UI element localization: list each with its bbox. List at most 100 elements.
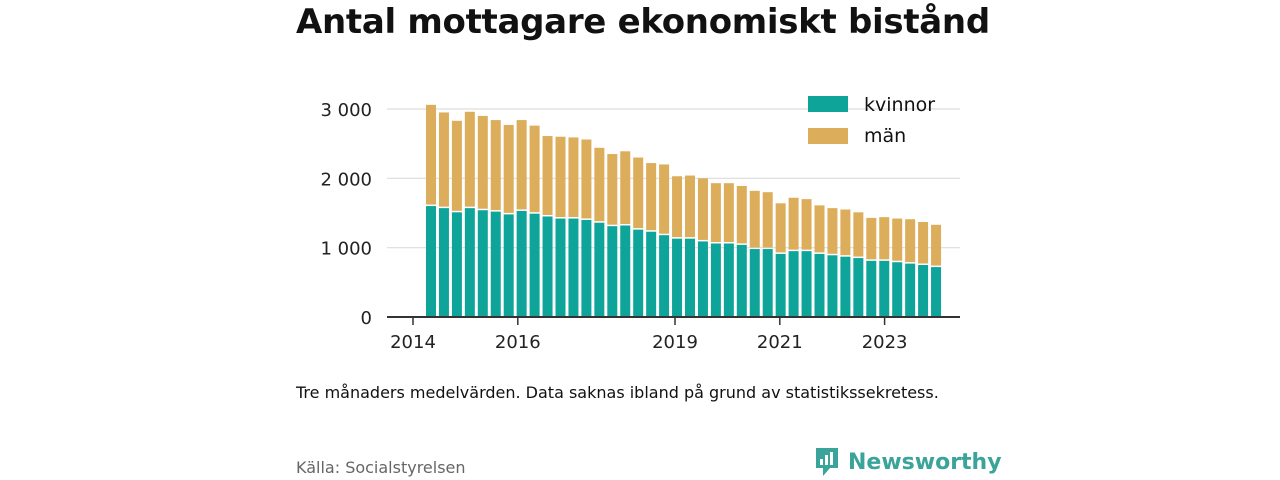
bar-man bbox=[840, 209, 851, 256]
chart-title: Antal mottagare ekonomiskt bistånd bbox=[296, 2, 990, 42]
bar-man bbox=[451, 120, 462, 211]
bar-man bbox=[853, 212, 864, 257]
bar-man bbox=[762, 192, 773, 248]
bar-kvinnor bbox=[931, 267, 942, 317]
bar-kvinnor bbox=[426, 206, 436, 317]
x-tick-label: 2016 bbox=[495, 332, 541, 353]
bar-man bbox=[503, 124, 514, 213]
bar-man bbox=[685, 175, 695, 238]
bar-kvinnor bbox=[788, 251, 799, 317]
bar-man bbox=[464, 111, 475, 207]
bar-man bbox=[905, 219, 916, 263]
bar-kvinnor bbox=[710, 243, 721, 317]
bar-kvinnor bbox=[918, 265, 929, 317]
bar-man bbox=[866, 217, 877, 260]
bar-kvinnor bbox=[490, 211, 501, 317]
bar-kvinnor bbox=[529, 213, 540, 317]
bar-kvinnor bbox=[697, 241, 708, 317]
y-tick-label: 3 000 bbox=[320, 100, 372, 121]
bars bbox=[426, 104, 942, 317]
bar-kvinnor bbox=[905, 263, 916, 317]
bar-kvinnor bbox=[736, 244, 747, 317]
bar-man bbox=[633, 157, 644, 229]
bar-kvinnor bbox=[827, 255, 838, 317]
bar-kvinnor bbox=[892, 262, 903, 317]
legend-swatch-kvinnor bbox=[808, 96, 848, 112]
bar-kvinnor bbox=[840, 256, 851, 317]
legend-label-kvinnor: kvinnor bbox=[864, 94, 935, 116]
bar-kvinnor bbox=[438, 208, 449, 317]
legend: kvinnor män bbox=[808, 94, 935, 147]
legend-label-man: män bbox=[864, 125, 906, 147]
bar-man bbox=[477, 115, 488, 209]
bar-kvinnor bbox=[672, 238, 683, 317]
bar-man bbox=[594, 147, 605, 222]
bar-kvinnor bbox=[568, 218, 579, 317]
bar-kvinnor bbox=[775, 253, 786, 317]
axes: 0 1 000 2 000 3 000 2014 2016 2019 2021 2023 bbox=[320, 100, 960, 353]
bar-man bbox=[672, 176, 683, 238]
brand-logo[interactable]: Newsworthy bbox=[814, 446, 1002, 478]
bar-man bbox=[607, 154, 618, 225]
bar-man bbox=[710, 183, 721, 243]
bar-kvinnor bbox=[646, 231, 657, 317]
bar-man bbox=[879, 217, 890, 260]
bar-kvinnor bbox=[516, 210, 527, 317]
bar-kvinnor bbox=[451, 212, 462, 317]
bar-man bbox=[918, 222, 929, 264]
bar-man bbox=[438, 112, 449, 207]
bar-kvinnor bbox=[762, 249, 773, 317]
bar-kvinnor bbox=[801, 251, 812, 317]
x-tick-label: 2023 bbox=[862, 332, 908, 353]
legend-swatch-man bbox=[808, 128, 848, 144]
bar-kvinnor bbox=[853, 258, 864, 317]
bar-kvinnor bbox=[749, 249, 760, 317]
bar-man bbox=[581, 139, 592, 219]
bar-man bbox=[646, 163, 657, 231]
bar-kvinnor bbox=[814, 253, 825, 317]
bar-kvinnor bbox=[594, 222, 605, 317]
bar-man bbox=[775, 203, 786, 253]
bar-kvinnor bbox=[477, 210, 488, 317]
bar-kvinnor bbox=[542, 216, 553, 317]
bar-man bbox=[490, 120, 501, 211]
x-tick-label: 2021 bbox=[757, 332, 803, 353]
bar-man bbox=[555, 136, 566, 218]
stacked-bar-chart: 0 1 000 2 000 3 000 2014 2016 2019 2021 2023 kvi… bbox=[320, 94, 960, 353]
bar-man bbox=[568, 137, 579, 218]
bar-kvinnor bbox=[633, 229, 644, 317]
bar-kvinnor bbox=[620, 225, 631, 317]
bar-kvinnor bbox=[503, 214, 514, 317]
bar-man bbox=[788, 197, 799, 250]
chart-note: Tre månaders medelvärden. Data saknas ib… bbox=[296, 383, 939, 402]
bar-kvinnor bbox=[464, 208, 475, 317]
bar-man bbox=[426, 104, 436, 205]
bar-man bbox=[749, 190, 760, 248]
bar-man bbox=[697, 178, 708, 240]
bar-man bbox=[736, 185, 747, 244]
bar-kvinnor bbox=[659, 235, 670, 317]
bar-man bbox=[516, 120, 527, 210]
bar-man bbox=[659, 164, 670, 234]
brand-name: Newsworthy bbox=[848, 449, 1002, 475]
bar-man bbox=[827, 208, 838, 254]
y-tick-label: 0 bbox=[361, 308, 372, 329]
bar-kvinnor bbox=[581, 219, 592, 317]
bar-kvinnor bbox=[555, 218, 566, 317]
bar-man bbox=[529, 125, 540, 213]
x-tick-label: 2019 bbox=[652, 332, 698, 353]
x-tick-label: 2014 bbox=[390, 332, 436, 353]
source-credit: Källa: Socialstyrelsen bbox=[296, 458, 466, 477]
bar-man bbox=[892, 218, 903, 261]
bar-man bbox=[620, 151, 631, 224]
bar-man bbox=[542, 136, 553, 215]
y-tick-label: 1 000 bbox=[320, 239, 372, 260]
bar-chart-speech-bubble-icon bbox=[816, 448, 838, 476]
bar-kvinnor bbox=[866, 260, 877, 317]
bar-man bbox=[801, 199, 812, 250]
bar-man bbox=[723, 183, 734, 243]
bar-kvinnor bbox=[879, 260, 890, 317]
bar-kvinnor bbox=[723, 243, 734, 317]
y-tick-label: 2 000 bbox=[320, 169, 372, 190]
bar-kvinnor bbox=[685, 238, 695, 317]
